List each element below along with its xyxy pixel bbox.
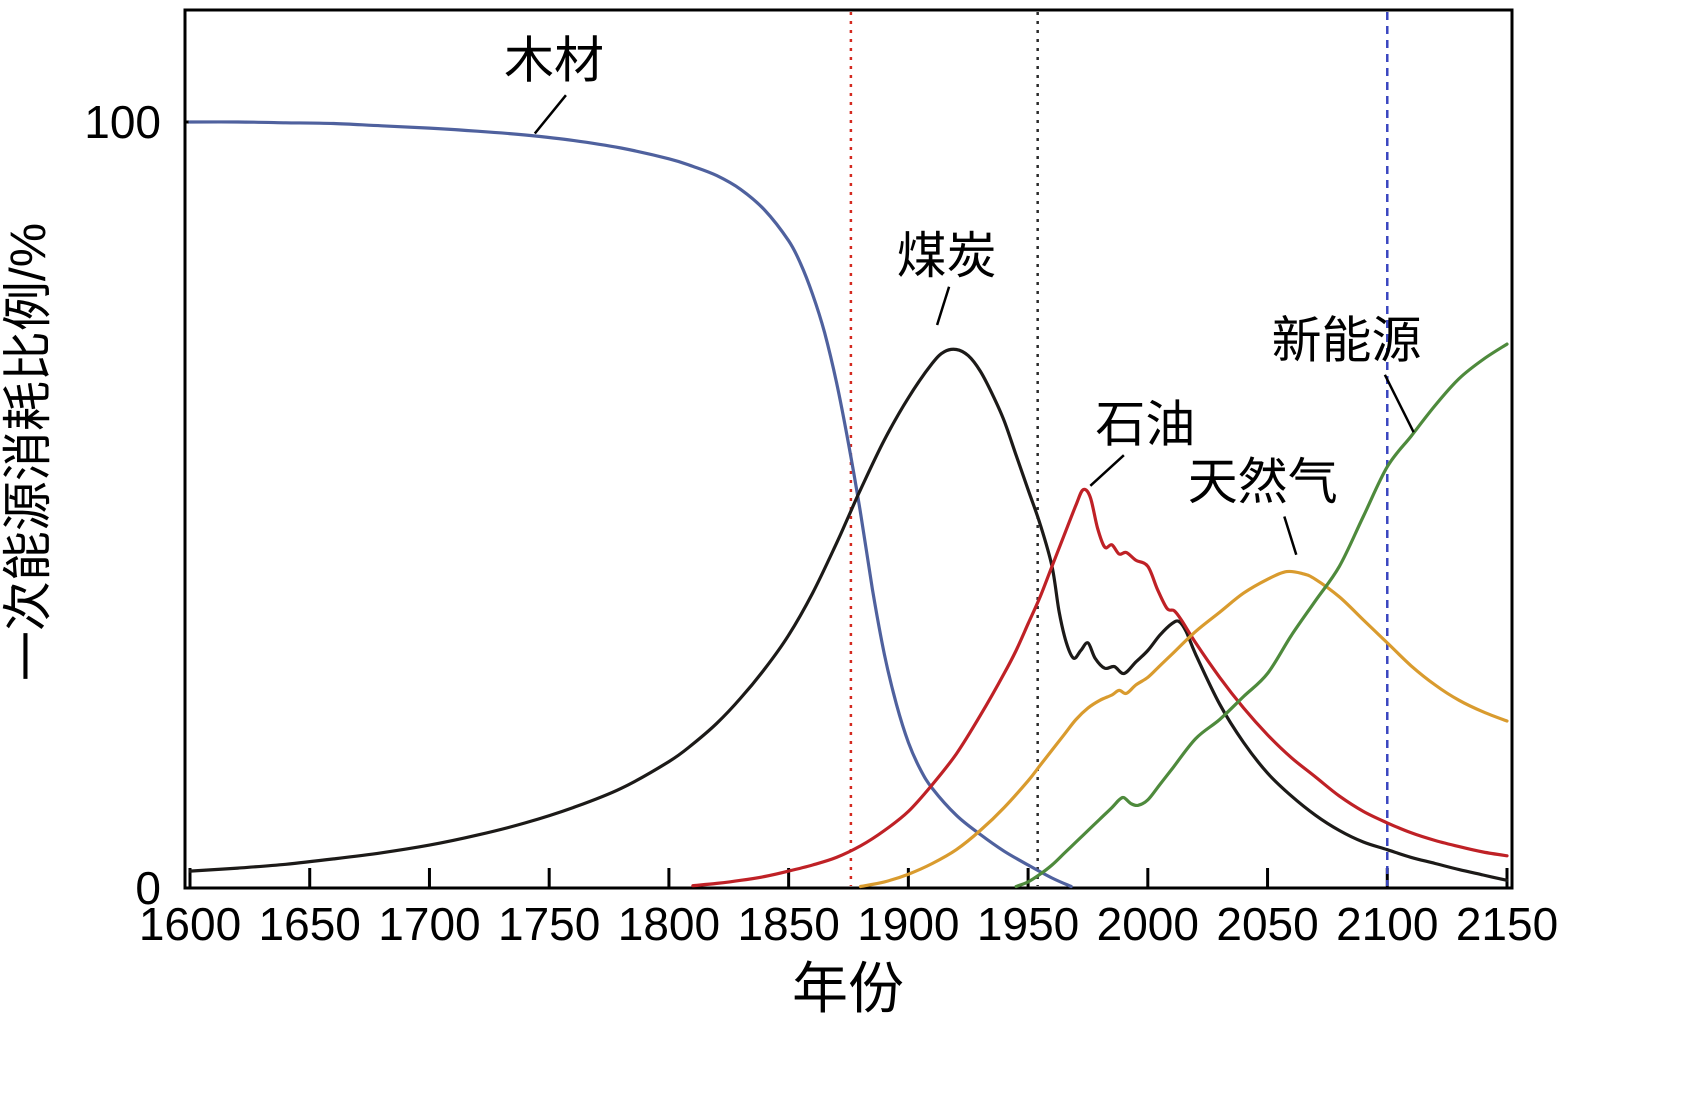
x-tick-label: 1850 — [737, 898, 839, 950]
x-axis-title: 年份 — [792, 957, 904, 1020]
x-tick-label: 1600 — [139, 898, 241, 950]
series-line-wood — [188, 120, 1073, 889]
x-tick-label: 1950 — [977, 898, 1079, 950]
series-label-gas: 天然气 — [1188, 454, 1338, 510]
plot-layer: 1600 1650 1700 1750 1800 1850 1900 1950 2000 2050… — [84, 8, 1558, 950]
plot-frame — [183, 8, 1514, 890]
series-label-leader-wood — [533, 94, 567, 135]
series-label-coal: 煤炭 — [897, 228, 997, 284]
x-tick-label: 2050 — [1216, 898, 1318, 950]
x-tick-label: 2000 — [1097, 898, 1199, 950]
series-label-oil: 石油 — [1095, 397, 1195, 453]
series-label-leader-oil — [1089, 454, 1125, 487]
x-tick-label: 1650 — [259, 898, 361, 950]
series-label-newenergy: 新能源 — [1272, 312, 1422, 368]
x-tick-label: 2100 — [1336, 898, 1438, 950]
series-line-oil — [691, 487, 1509, 888]
x-tick-label: 1900 — [857, 898, 959, 950]
x-tick-label: 1800 — [618, 898, 720, 950]
series-label-leader-gas — [1283, 516, 1298, 556]
series-line-newenergy — [1014, 342, 1509, 889]
y-tick-label: 100 — [84, 96, 161, 148]
x-tick-label: 1750 — [498, 898, 600, 950]
y-axis-title: 一次能源消耗比例/% — [0, 223, 56, 681]
x-tick-label: 1700 — [378, 898, 480, 950]
series-label-wood: 木材 — [504, 33, 604, 89]
series-label-leader-coal — [935, 286, 951, 326]
series-line-gas — [858, 569, 1509, 889]
x-tick-label: 2150 — [1456, 898, 1558, 950]
y-tick-label: 0 — [135, 862, 161, 914]
series-line-coal — [188, 347, 1509, 882]
series-label-leader-newenergy — [1383, 374, 1415, 433]
